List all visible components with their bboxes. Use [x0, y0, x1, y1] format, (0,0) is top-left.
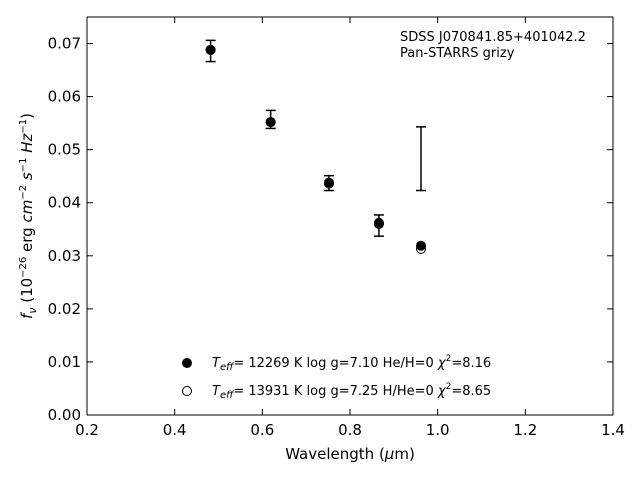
x-tick-label: 1.4: [601, 421, 625, 439]
data-point-filled: [373, 217, 384, 228]
annotation-object: SDSS J070841.85+401042.2: [400, 30, 586, 45]
legend-marker-filled: [182, 358, 192, 368]
x-tick-label: 1.0: [426, 421, 450, 439]
y-tick-label: 0.06: [48, 88, 81, 106]
legend-marker-open: [182, 386, 192, 396]
data-point-filled: [323, 177, 334, 188]
legend-entry-1: Teff= 12269 K log g=7.10 He/H=0 χ2=8.16: [212, 354, 491, 373]
y-tick-label: 0.01: [48, 353, 81, 371]
model-markers: [205, 44, 427, 254]
y-tick-label: 0.07: [48, 35, 81, 53]
error-bars: [205, 39, 427, 237]
x-axis-title: Wavelength (μm): [285, 445, 415, 463]
annotation-survey: Pan-STARRS grizy: [400, 46, 515, 61]
y-tick-label: 0.00: [48, 406, 81, 424]
legend: Teff= 12269 K log g=7.10 He/H=0 χ2=8.16 …: [182, 354, 491, 401]
x-tick-label: 0.2: [75, 421, 99, 439]
x-tick-label: 0.8: [338, 421, 362, 439]
y-axis-title: fν (10−26 erg cm−2 s−1 Hz−1): [18, 113, 39, 319]
ticks: [86, 17, 614, 416]
y-tick-label: 0.02: [48, 300, 81, 318]
data-point-filled: [205, 44, 216, 55]
y-tick-label: 0.05: [48, 141, 81, 159]
x-tick-label: 0.4: [163, 421, 187, 439]
x-tick-label: 0.6: [250, 421, 274, 439]
x-tick-label: 1.2: [513, 421, 537, 439]
data-point-filled: [265, 117, 276, 128]
y-tick-label: 0.04: [48, 194, 81, 212]
y-tick-label: 0.03: [48, 247, 81, 265]
tick-labels: 0.2 0.4 0.6 0.8 1.0 1.2 1.4 0.00 0.01 0.02 0.03 0.0…: [48, 35, 625, 439]
legend-entry-2: Teff= 13931 K log g=7.25 H/He=0 χ2=8.65: [212, 382, 491, 401]
data-point-filled: [416, 240, 427, 251]
